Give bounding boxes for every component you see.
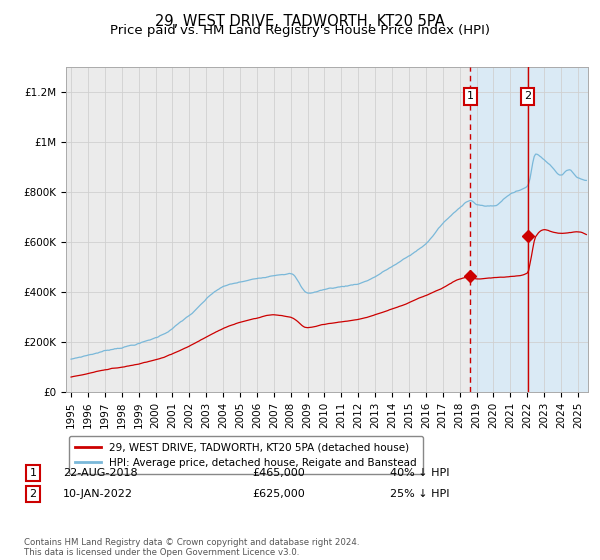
Bar [470, 67, 592, 392]
Text: 10-JAN-2022: 10-JAN-2022 [63, 489, 133, 499]
Text: 40% ↓ HPI: 40% ↓ HPI [390, 468, 449, 478]
Text: £625,000: £625,000 [252, 489, 305, 499]
Text: 2: 2 [29, 489, 37, 499]
Text: Price paid vs. HM Land Registry's House Price Index (HPI): Price paid vs. HM Land Registry's House … [110, 24, 490, 37]
Text: 29, WEST DRIVE, TADWORTH, KT20 5PA: 29, WEST DRIVE, TADWORTH, KT20 5PA [155, 14, 445, 29]
Text: 22-AUG-2018: 22-AUG-2018 [63, 468, 137, 478]
Text: 1: 1 [29, 468, 37, 478]
Text: 1: 1 [467, 91, 474, 101]
Legend: 29, WEST DRIVE, TADWORTH, KT20 5PA (detached house), HPI: Average price, detache: 29, WEST DRIVE, TADWORTH, KT20 5PA (deta… [68, 436, 423, 474]
Text: 2: 2 [524, 91, 531, 101]
Text: Contains HM Land Registry data © Crown copyright and database right 2024.
This d: Contains HM Land Registry data © Crown c… [24, 538, 359, 557]
Text: £465,000: £465,000 [252, 468, 305, 478]
Text: 25% ↓ HPI: 25% ↓ HPI [390, 489, 449, 499]
